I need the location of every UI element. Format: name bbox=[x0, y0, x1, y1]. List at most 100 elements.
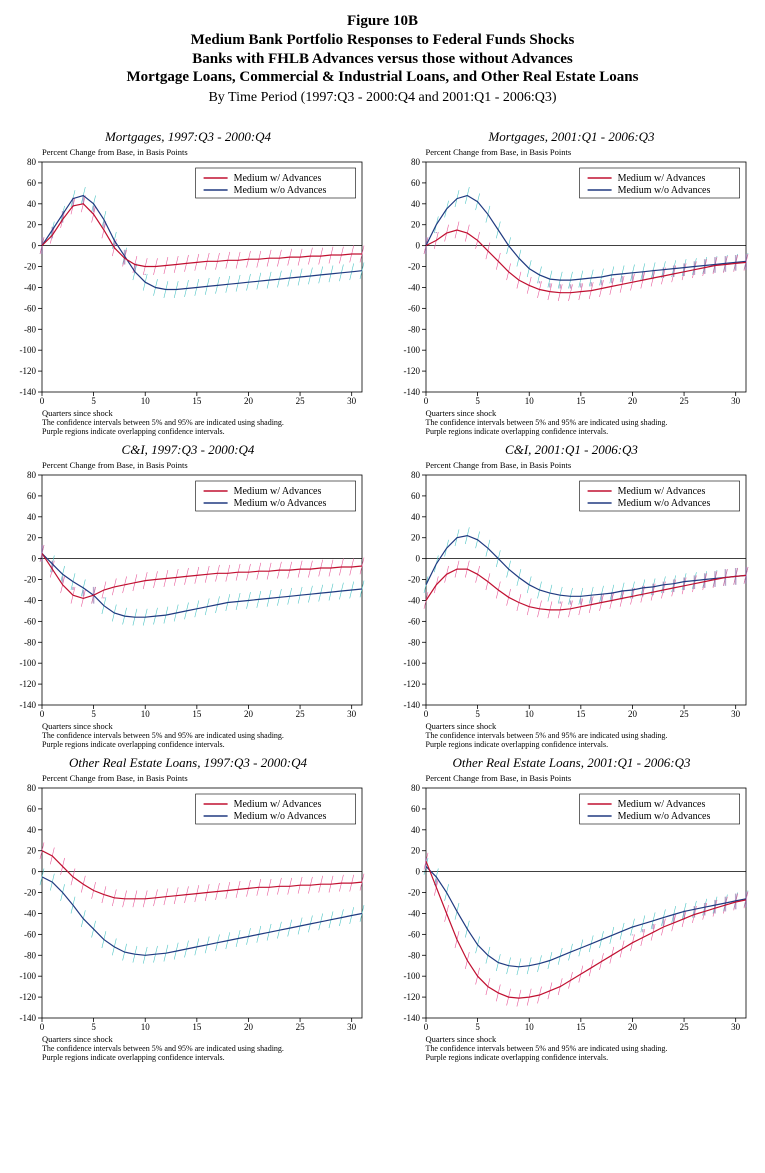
svg-text:30: 30 bbox=[731, 396, 741, 406]
svg-text:-80: -80 bbox=[408, 324, 420, 334]
figure-title-1: Medium Bank Portfolio Responses to Feder… bbox=[8, 31, 757, 50]
svg-text:0: 0 bbox=[40, 396, 45, 406]
svg-text:20: 20 bbox=[27, 846, 37, 856]
footnote-overlap: Purple regions indicate overlapping conf… bbox=[42, 740, 368, 749]
svg-text:Medium w/ Advances: Medium w/ Advances bbox=[617, 799, 705, 810]
panel-p4: C&I, 2001:Q1 - 2006:Q3 Percent Change fr… bbox=[392, 442, 752, 749]
y-axis-label: Percent Change from Base, in Basis Point… bbox=[42, 147, 368, 157]
svg-text:20: 20 bbox=[411, 219, 421, 229]
svg-text:-120: -120 bbox=[20, 992, 37, 1002]
svg-text:-80: -80 bbox=[24, 324, 36, 334]
chart-p3: -140-120-100-80-60-40-20020406080 051015… bbox=[8, 471, 368, 719]
svg-text:-100: -100 bbox=[20, 345, 37, 355]
svg-text:5: 5 bbox=[475, 1022, 480, 1032]
svg-text:80: 80 bbox=[411, 158, 421, 167]
svg-text:60: 60 bbox=[411, 491, 421, 501]
svg-text:-40: -40 bbox=[24, 282, 36, 292]
panel-p2: Mortgages, 2001:Q1 - 2006:Q3 Percent Cha… bbox=[392, 129, 752, 436]
chart-p4: -140-120-100-80-60-40-20020406080 051015… bbox=[392, 471, 752, 719]
svg-text:-140: -140 bbox=[403, 700, 420, 710]
figure-header: Figure 10B Medium Bank Portfolio Respons… bbox=[8, 12, 757, 107]
legend: Medium w/ Advances Medium w/o Advances bbox=[579, 794, 739, 824]
svg-text:-100: -100 bbox=[20, 971, 37, 981]
svg-text:25: 25 bbox=[679, 709, 689, 719]
svg-text:60: 60 bbox=[411, 804, 421, 814]
svg-text:10: 10 bbox=[141, 1022, 151, 1032]
footnote-ci: The confidence intervals between 5% and … bbox=[426, 731, 752, 740]
svg-text:0: 0 bbox=[415, 554, 420, 564]
chart-p6: -140-120-100-80-60-40-20020406080 051015… bbox=[392, 784, 752, 1032]
panel-grid: Mortgages, 1997:Q3 - 2000:Q4 Percent Cha… bbox=[8, 129, 757, 1063]
svg-text:Medium w/o Advances: Medium w/o Advances bbox=[234, 185, 327, 196]
svg-text:20: 20 bbox=[27, 533, 37, 543]
panel-title: C&I, 2001:Q1 - 2006:Q3 bbox=[392, 442, 752, 458]
svg-text:-40: -40 bbox=[408, 595, 420, 605]
svg-text:-120: -120 bbox=[20, 366, 37, 376]
chart-p5: -140-120-100-80-60-40-20020406080 051015… bbox=[8, 784, 368, 1032]
footnote-ci: The confidence intervals between 5% and … bbox=[42, 1044, 368, 1053]
footnote-overlap: Purple regions indicate overlapping conf… bbox=[42, 1053, 368, 1062]
svg-text:5: 5 bbox=[91, 1022, 96, 1032]
svg-text:20: 20 bbox=[244, 396, 254, 406]
svg-text:-120: -120 bbox=[403, 366, 420, 376]
svg-text:-80: -80 bbox=[24, 637, 36, 647]
svg-text:60: 60 bbox=[27, 177, 37, 187]
y-axis-label: Percent Change from Base, in Basis Point… bbox=[42, 460, 368, 470]
legend: Medium w/ Advances Medium w/o Advances bbox=[196, 794, 356, 824]
svg-text:-140: -140 bbox=[20, 1013, 37, 1023]
svg-text:-20: -20 bbox=[24, 574, 36, 584]
svg-text:20: 20 bbox=[244, 1022, 254, 1032]
svg-text:10: 10 bbox=[524, 709, 534, 719]
svg-text:-40: -40 bbox=[408, 909, 420, 919]
svg-text:80: 80 bbox=[27, 784, 37, 793]
chart-p1: -140-120-100-80-60-40-20020406080 051015… bbox=[8, 158, 368, 406]
svg-text:Medium w/o Advances: Medium w/o Advances bbox=[234, 498, 327, 509]
svg-text:0: 0 bbox=[423, 709, 428, 719]
figure-label: Figure 10B bbox=[8, 12, 757, 31]
svg-text:20: 20 bbox=[627, 1022, 637, 1032]
svg-text:0: 0 bbox=[40, 709, 45, 719]
svg-text:30: 30 bbox=[347, 1022, 357, 1032]
svg-text:-60: -60 bbox=[408, 616, 420, 626]
svg-text:-60: -60 bbox=[24, 616, 36, 626]
svg-text:15: 15 bbox=[192, 396, 202, 406]
svg-text:5: 5 bbox=[475, 396, 480, 406]
x-axis-label: Quarters since shock bbox=[42, 721, 368, 731]
footnote-ci: The confidence intervals between 5% and … bbox=[42, 418, 368, 427]
svg-text:-60: -60 bbox=[24, 303, 36, 313]
y-axis-label: Percent Change from Base, in Basis Point… bbox=[426, 460, 752, 470]
svg-text:Medium w/ Advances: Medium w/ Advances bbox=[617, 486, 705, 497]
svg-text:10: 10 bbox=[524, 1022, 534, 1032]
svg-text:60: 60 bbox=[27, 491, 37, 501]
svg-text:20: 20 bbox=[411, 533, 421, 543]
svg-text:15: 15 bbox=[576, 1022, 586, 1032]
svg-text:80: 80 bbox=[411, 784, 421, 793]
x-axis-label: Quarters since shock bbox=[42, 1034, 368, 1044]
svg-text:-120: -120 bbox=[403, 992, 420, 1002]
svg-text:40: 40 bbox=[27, 825, 37, 835]
svg-text:60: 60 bbox=[411, 177, 421, 187]
svg-text:-40: -40 bbox=[24, 595, 36, 605]
footnote-ci: The confidence intervals between 5% and … bbox=[42, 731, 368, 740]
svg-text:40: 40 bbox=[411, 512, 421, 522]
svg-text:10: 10 bbox=[141, 709, 151, 719]
svg-text:-140: -140 bbox=[403, 387, 420, 397]
x-axis-label: Quarters since shock bbox=[426, 1034, 752, 1044]
svg-text:-40: -40 bbox=[24, 909, 36, 919]
svg-text:25: 25 bbox=[296, 396, 306, 406]
legend: Medium w/ Advances Medium w/o Advances bbox=[579, 481, 739, 511]
svg-text:-20: -20 bbox=[408, 261, 420, 271]
panel-title: Mortgages, 2001:Q1 - 2006:Q3 bbox=[392, 129, 752, 145]
panel-p1: Mortgages, 1997:Q3 - 2000:Q4 Percent Cha… bbox=[8, 129, 368, 436]
svg-text:0: 0 bbox=[32, 867, 37, 877]
figure-title-3: Mortgage Loans, Commercial & Industrial … bbox=[8, 68, 757, 87]
panel-p6: Other Real Estate Loans, 2001:Q1 - 2006:… bbox=[392, 755, 752, 1062]
svg-text:Medium w/o Advances: Medium w/o Advances bbox=[617, 811, 710, 822]
panel-p3: C&I, 1997:Q3 - 2000:Q4 Percent Change fr… bbox=[8, 442, 368, 749]
svg-text:5: 5 bbox=[91, 396, 96, 406]
svg-text:60: 60 bbox=[27, 804, 37, 814]
y-axis-label: Percent Change from Base, in Basis Point… bbox=[426, 147, 752, 157]
svg-text:-20: -20 bbox=[408, 574, 420, 584]
svg-text:80: 80 bbox=[27, 471, 37, 480]
svg-text:-140: -140 bbox=[20, 700, 37, 710]
